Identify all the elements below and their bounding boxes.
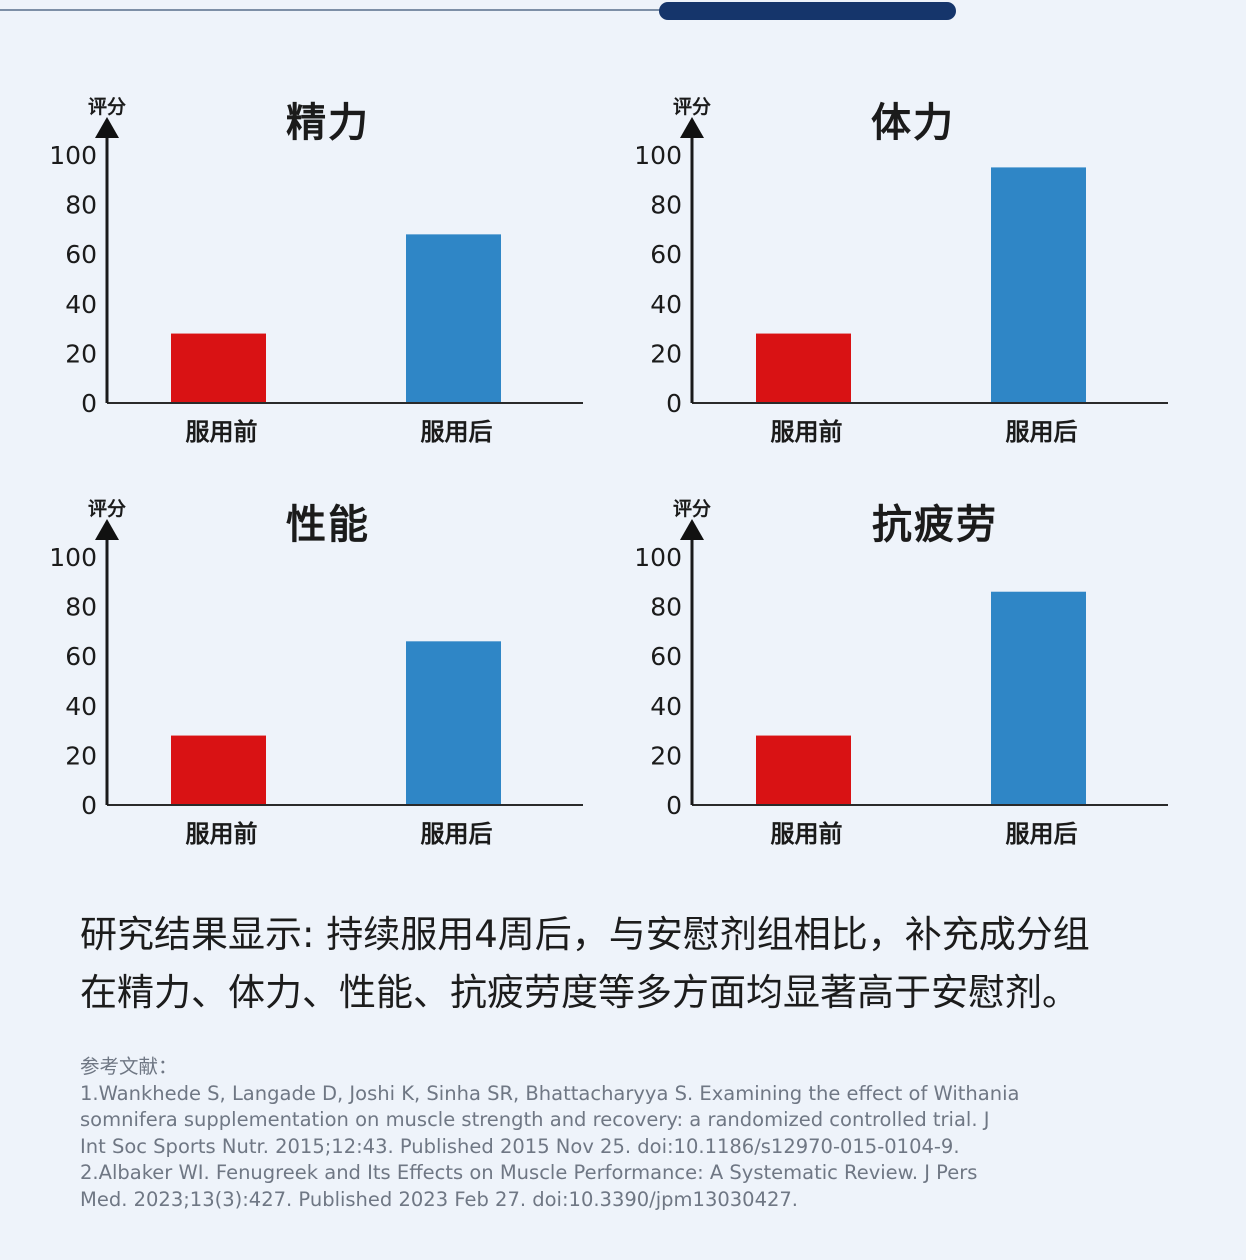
- reference-line: 2.Albaker WI. Fenugreek and Its Effects …: [80, 1161, 978, 1184]
- bar-1: [406, 641, 501, 805]
- y-tick-label: 40: [65, 692, 97, 721]
- x-category-label: 服用后: [1006, 820, 1078, 848]
- y-tick-label: 60: [65, 642, 97, 671]
- y-tick-label: 40: [65, 290, 97, 319]
- chart-svg: 评分 0 20 40 60 80 100 服用前 服用后: [634, 498, 1168, 848]
- x-category-label: 服用后: [421, 418, 493, 446]
- bar-1: [406, 234, 501, 403]
- bar-0: [171, 735, 266, 805]
- bar-0: [171, 333, 266, 403]
- y-tick-label: 40: [650, 290, 682, 319]
- bar-0: [756, 333, 851, 403]
- y-tick-label: 20: [65, 339, 97, 368]
- y-tick-label: 100: [49, 141, 97, 170]
- top-accent-bar: [659, 2, 956, 20]
- x-category-label: 服用后: [421, 820, 493, 848]
- x-category-label: 服用后: [1006, 418, 1078, 446]
- y-tick-label: 0: [81, 389, 97, 418]
- y-tick-label: 80: [65, 593, 97, 622]
- y-axis-label: 评分: [673, 498, 711, 520]
- chart-title: 精力: [286, 100, 370, 146]
- y-tick-label: 60: [650, 642, 682, 671]
- bar-1: [991, 591, 1086, 805]
- bar-1: [991, 167, 1086, 403]
- y-tick-label: 0: [666, 791, 682, 820]
- y-tick-label: 100: [634, 543, 682, 572]
- x-category-label: 服用前: [186, 418, 258, 446]
- y-tick-label: 20: [65, 741, 97, 770]
- chart-panel-stamina: 评分 0 20 40 60 80 100 服用前 服用后 体力: [585, 80, 1185, 480]
- y-tick-label: 80: [650, 593, 682, 622]
- reference-line: somnifera supplementation on muscle stre…: [80, 1108, 990, 1131]
- y-tick-label: 0: [666, 389, 682, 418]
- summary-line-1: 研究结果显示: 持续服用4周后，与安慰剂组相比，补充成分组: [80, 913, 1090, 956]
- y-tick-label: 20: [650, 339, 682, 368]
- chart-title: 性能: [286, 502, 370, 548]
- y-axis-label: 评分: [673, 96, 711, 118]
- y-axis-label: 评分: [88, 96, 126, 118]
- chart-panel-performance: 评分 0 20 40 60 80 100 服用前 服用后 性能: [0, 482, 600, 882]
- x-category-label: 服用前: [771, 418, 843, 446]
- y-tick-label: 0: [81, 791, 97, 820]
- y-tick-label: 80: [650, 191, 682, 220]
- bar-0: [756, 735, 851, 805]
- references-heading: 参考文献：: [80, 1055, 178, 1078]
- x-category-label: 服用前: [186, 820, 258, 848]
- top-divider-line: [0, 9, 660, 11]
- y-tick-label: 100: [49, 543, 97, 572]
- y-tick-label: 100: [634, 141, 682, 170]
- chart-svg: 评分 0 20 40 60 80 100 服用前 服用后: [49, 498, 583, 848]
- y-axis-arrow-icon: [680, 117, 704, 138]
- y-axis-label: 评分: [88, 498, 126, 520]
- y-tick-label: 40: [650, 692, 682, 721]
- y-tick-label: 60: [650, 240, 682, 269]
- y-tick-label: 80: [65, 191, 97, 220]
- chart-title: 体力: [871, 100, 955, 146]
- chart-panel-anti-fatigue: 评分 0 20 40 60 80 100 服用前 服用后 抗疲劳: [585, 482, 1185, 882]
- chart-svg: 评分 0 20 40 60 80 100 服用前 服用后: [49, 96, 583, 446]
- references: 参考文献： 1.Wankhede S, Langade D, Joshi K, …: [80, 1054, 1200, 1213]
- chart-svg: 评分 0 20 40 60 80 100 服用前 服用后: [634, 96, 1168, 446]
- chart-panel-energy: 评分 0 20 40 60 80 100 服用前 服用后 精力: [0, 80, 600, 480]
- y-axis-arrow-icon: [95, 519, 119, 540]
- summary-line-2: 在精力、体力、性能、抗疲劳度等多方面均显著高于安慰剂。: [80, 971, 1079, 1014]
- study-summary: 研究结果显示: 持续服用4周后，与安慰剂组相比，补充成分组 在精力、体力、性能、…: [80, 906, 1200, 1022]
- reference-line: 1.Wankhede S, Langade D, Joshi K, Sinha …: [80, 1081, 1020, 1105]
- reference-line: Int Soc Sports Nutr. 2015;12:43. Publish…: [80, 1134, 960, 1158]
- y-axis-arrow-icon: [95, 117, 119, 138]
- y-tick-label: 60: [65, 240, 97, 269]
- chart-title: 抗疲劳: [872, 502, 998, 548]
- y-axis-arrow-icon: [680, 519, 704, 540]
- x-category-label: 服用前: [771, 820, 843, 848]
- reference-line: Med. 2023;13(3):427. Published 2023 Feb …: [80, 1187, 798, 1211]
- y-tick-label: 20: [650, 741, 682, 770]
